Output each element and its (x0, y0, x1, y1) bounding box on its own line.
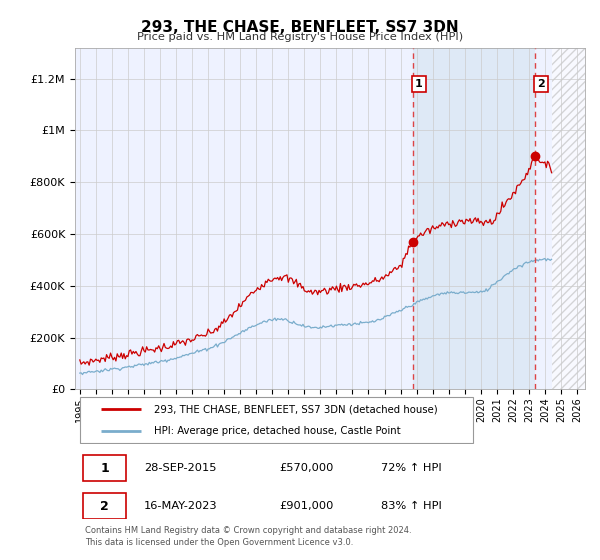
Text: £901,000: £901,000 (279, 501, 334, 511)
Bar (413, 48, 535, 389)
Text: Contains HM Land Registry data © Crown copyright and database right 2024.
This d: Contains HM Land Registry data © Crown c… (85, 526, 412, 547)
Text: 2: 2 (100, 500, 109, 513)
Text: 16-MAY-2023: 16-MAY-2023 (144, 501, 217, 511)
FancyBboxPatch shape (80, 397, 473, 443)
Text: 1: 1 (100, 461, 109, 474)
FancyBboxPatch shape (83, 455, 126, 481)
Bar (551, 48, 585, 389)
Text: 72% ↑ HPI: 72% ↑ HPI (381, 463, 442, 473)
Text: 83% ↑ HPI: 83% ↑ HPI (381, 501, 442, 511)
Text: 2: 2 (537, 79, 545, 89)
Text: Price paid vs. HM Land Registry's House Price Index (HPI): Price paid vs. HM Land Registry's House … (137, 32, 463, 43)
Text: 28-SEP-2015: 28-SEP-2015 (144, 463, 217, 473)
Text: 1: 1 (415, 79, 423, 89)
Text: 293, THE CHASE, BENFLEET, SS7 3DN (detached house): 293, THE CHASE, BENFLEET, SS7 3DN (detac… (154, 404, 438, 414)
Text: HPI: Average price, detached house, Castle Point: HPI: Average price, detached house, Cast… (154, 426, 401, 436)
FancyBboxPatch shape (83, 493, 126, 519)
Bar (551, 48, 585, 389)
Text: 293, THE CHASE, BENFLEET, SS7 3DN: 293, THE CHASE, BENFLEET, SS7 3DN (141, 20, 459, 35)
Text: £570,000: £570,000 (279, 463, 334, 473)
